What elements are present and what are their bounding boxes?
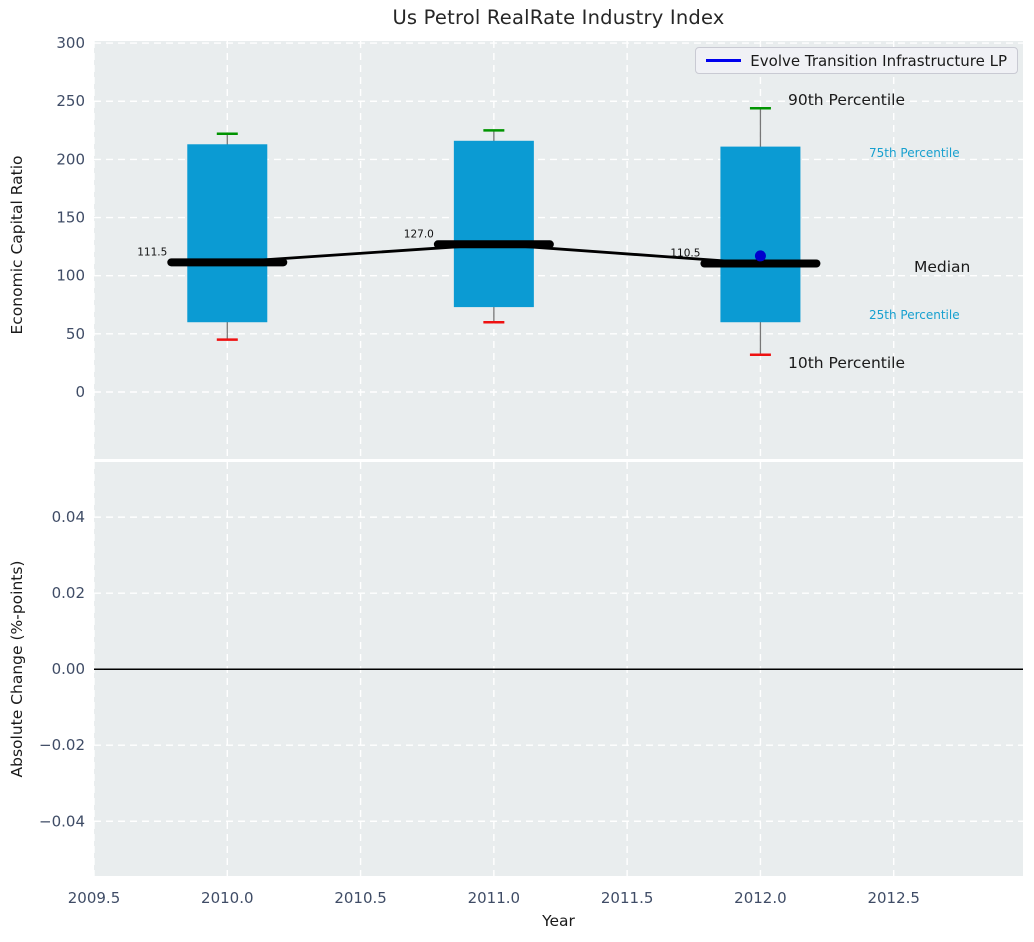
median-value-label: 111.5 [137, 246, 167, 258]
chart-title: Us Petrol RealRate Industry Index [392, 6, 725, 29]
y-tick-label: 200 [56, 150, 85, 168]
x-tick-label: 2011.0 [468, 889, 521, 907]
annotation-75th-percentile: 75th Percentile [869, 146, 960, 160]
y-tick-label: 300 [56, 34, 85, 52]
x-tick-label: 2010.5 [334, 889, 387, 907]
legend-line-sample [706, 59, 742, 62]
fund-data-point [754, 250, 766, 262]
legend-box: Evolve Transition Infrastructure LP [695, 47, 1018, 74]
iqr-box [187, 144, 268, 323]
y-tick-label: 250 [56, 92, 85, 110]
x-axis-label: Year [542, 912, 575, 930]
legend-entry-label: Evolve Transition Infrastructure LP [750, 51, 1007, 70]
median-value-label: 110.5 [670, 247, 700, 259]
y-tick-label: 0.04 [52, 508, 85, 526]
annotation-10th-percentile: 10th Percentile [788, 354, 906, 372]
x-tick-label: 2012.0 [734, 889, 787, 907]
iqr-box [720, 146, 801, 323]
y-tick-label: 150 [56, 209, 85, 227]
x-tick-label: 2012.5 [867, 889, 920, 907]
y-tick-label: 0 [75, 383, 85, 401]
iqr-box [453, 140, 534, 308]
x-tick-label: 2010.0 [201, 889, 254, 907]
x-tick-label: 2011.5 [601, 889, 654, 907]
annotation-median: Median [914, 258, 971, 276]
annotation-90th-percentile: 90th Percentile [788, 91, 906, 109]
y-axis-label-top: Economic Capital Ratio [8, 155, 26, 335]
y-axis-label-bottom: Absolute Change (%-points) [8, 560, 26, 778]
y-tick-label: −0.04 [39, 812, 85, 830]
annotation-25th-percentile: 25th Percentile [869, 308, 960, 322]
y-tick-label: 0.00 [52, 660, 85, 678]
median-value-label: 127.0 [404, 228, 434, 240]
x-tick-label: 2009.5 [68, 889, 121, 907]
y-tick-label: 50 [66, 325, 85, 343]
y-tick-label: 100 [56, 267, 85, 285]
y-tick-label: −0.02 [39, 736, 85, 754]
y-tick-label: 0.02 [52, 584, 85, 602]
